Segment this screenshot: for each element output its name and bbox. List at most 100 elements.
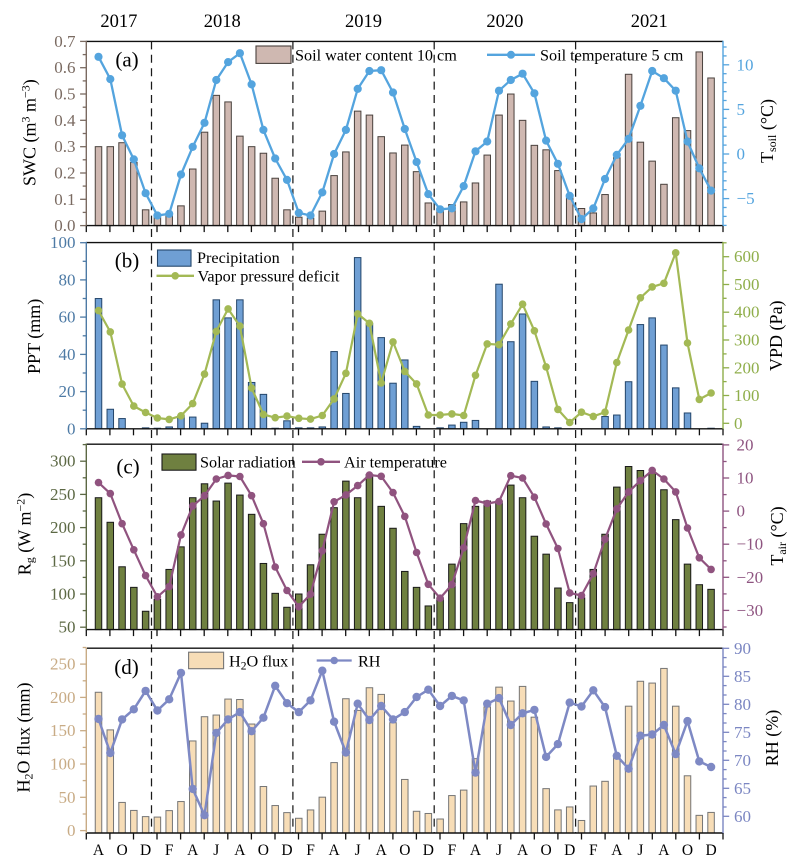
svg-text:A: A	[328, 842, 340, 859]
svg-text:D: D	[423, 842, 434, 859]
svg-text:(a): (a)	[115, 48, 138, 72]
svg-text:A: A	[376, 842, 388, 859]
svg-text:10: 10	[737, 55, 754, 74]
svg-text:100: 100	[734, 386, 760, 405]
svg-text:F: F	[448, 842, 457, 859]
svg-text:D: D	[140, 842, 151, 859]
svg-text:SWC (m3 m−3): SWC (m3 m−3)	[19, 79, 41, 186]
svg-text:70: 70	[734, 751, 751, 770]
svg-text:O: O	[540, 842, 551, 859]
svg-text:A: A	[611, 842, 623, 859]
svg-text:Tsoil (°C): Tsoil (°C)	[757, 99, 779, 163]
svg-text:0.5: 0.5	[54, 85, 75, 104]
svg-text:150: 150	[50, 551, 76, 570]
svg-text:2018: 2018	[204, 12, 241, 32]
svg-text:20: 20	[59, 382, 76, 401]
svg-text:75: 75	[734, 723, 751, 742]
svg-text:RH (%): RH (%)	[762, 710, 783, 767]
svg-text:500: 500	[734, 275, 760, 294]
svg-text:(d): (d)	[114, 655, 139, 679]
svg-text:Rg (W m−2): Rg (W m−2)	[14, 493, 37, 575]
svg-text:A: A	[517, 842, 529, 859]
svg-text:Precipitation: Precipitation	[197, 249, 280, 267]
svg-text:O: O	[258, 842, 269, 859]
svg-text:Soil water content 10 cm: Soil water content 10 cm	[295, 47, 457, 65]
svg-text:60: 60	[59, 308, 76, 327]
svg-text:VPD (Pa): VPD (Pa)	[766, 300, 787, 371]
svg-text:F: F	[306, 842, 315, 859]
svg-text:90: 90	[734, 639, 751, 658]
svg-text:400: 400	[734, 303, 760, 322]
svg-text:J: J	[637, 842, 643, 859]
svg-text:50: 50	[59, 618, 76, 637]
svg-text:0.0: 0.0	[54, 216, 75, 235]
svg-text:2021: 2021	[631, 12, 668, 32]
svg-text:Solar radiation: Solar radiation	[200, 454, 296, 472]
svg-text:−20: −20	[737, 568, 764, 587]
svg-text:J: J	[496, 842, 502, 859]
svg-text:−10: −10	[737, 535, 764, 554]
svg-text:300: 300	[734, 331, 760, 350]
svg-text:20: 20	[737, 435, 754, 454]
svg-text:0: 0	[67, 419, 76, 438]
svg-text:A: A	[93, 842, 105, 859]
svg-text:5: 5	[737, 100, 746, 119]
svg-text:0.4: 0.4	[54, 111, 76, 130]
svg-text:80: 80	[59, 270, 76, 289]
svg-text:(c): (c)	[116, 455, 139, 479]
svg-text:60: 60	[734, 807, 751, 826]
svg-text:0.6: 0.6	[54, 58, 75, 77]
svg-text:A: A	[470, 842, 482, 859]
svg-text:F: F	[165, 842, 174, 859]
svg-text:40: 40	[59, 345, 76, 364]
svg-text:80: 80	[734, 695, 751, 714]
svg-text:RH: RH	[358, 653, 381, 671]
svg-text:0: 0	[737, 502, 746, 521]
svg-text:200: 200	[50, 518, 76, 537]
svg-text:Air temperature: Air temperature	[344, 454, 447, 472]
svg-text:0: 0	[734, 414, 743, 433]
svg-text:−5: −5	[737, 189, 755, 208]
svg-text:0.3: 0.3	[54, 137, 75, 156]
svg-text:150: 150	[50, 721, 76, 740]
svg-text:100: 100	[50, 585, 76, 604]
svg-text:D: D	[564, 842, 575, 859]
svg-text:Soil temperature 5 cm: Soil temperature 5 cm	[540, 47, 684, 65]
svg-text:65: 65	[734, 779, 751, 798]
svg-text:D: D	[705, 842, 716, 859]
svg-text:A: A	[234, 842, 246, 859]
svg-text:2020: 2020	[486, 12, 523, 32]
svg-text:Tair (°C): Tair (°C)	[767, 506, 789, 565]
svg-text:300: 300	[50, 452, 76, 471]
svg-text:O: O	[116, 842, 127, 859]
svg-text:D: D	[281, 842, 292, 859]
svg-text:PPT (mm): PPT (mm)	[24, 299, 45, 374]
svg-text:H2O flux (mm): H2O flux (mm)	[14, 683, 36, 793]
svg-text:2017: 2017	[100, 12, 137, 32]
svg-text:0: 0	[67, 821, 76, 840]
svg-text:−30: −30	[737, 601, 764, 620]
svg-text:Vapor pressure deficit: Vapor pressure deficit	[198, 268, 341, 286]
svg-text:0.2: 0.2	[54, 164, 75, 183]
svg-text:H2O flux: H2O flux	[229, 653, 288, 673]
svg-text:50: 50	[59, 788, 76, 807]
svg-text:100: 100	[50, 755, 76, 774]
svg-text:O: O	[399, 842, 410, 859]
svg-text:200: 200	[50, 688, 76, 707]
svg-text:250: 250	[50, 485, 76, 504]
svg-text:85: 85	[734, 667, 751, 686]
svg-text:250: 250	[50, 655, 76, 674]
svg-text:10: 10	[737, 469, 754, 488]
svg-text:2019: 2019	[345, 12, 382, 32]
svg-text:(b): (b)	[115, 249, 140, 273]
svg-text:200: 200	[734, 358, 760, 377]
svg-text:J: J	[213, 842, 219, 859]
svg-text:0.7: 0.7	[54, 32, 76, 51]
svg-text:A: A	[187, 842, 199, 859]
svg-text:600: 600	[734, 247, 760, 266]
svg-text:0.1: 0.1	[54, 190, 75, 209]
svg-text:0: 0	[737, 145, 746, 164]
svg-text:O: O	[682, 842, 693, 859]
svg-text:100: 100	[50, 233, 76, 252]
svg-text:J: J	[355, 842, 361, 859]
